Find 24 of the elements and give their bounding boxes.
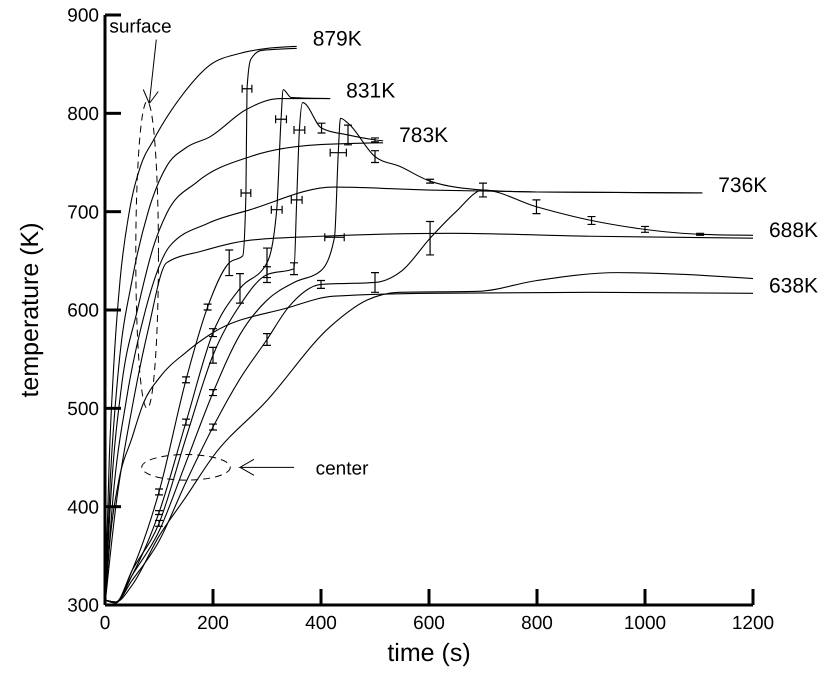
y-tick-label: 700 xyxy=(67,202,99,224)
y-tick-label: 400 xyxy=(67,497,99,518)
x-tick-label: 800 xyxy=(521,613,553,634)
x-axis-title: time (s) xyxy=(387,639,471,667)
series-label: 736K xyxy=(718,174,768,197)
series-label: 688K xyxy=(769,219,818,242)
x-tick-label: 1200 xyxy=(732,613,774,634)
y-tick-label: 800 xyxy=(67,104,99,125)
annotation: center xyxy=(316,458,370,480)
series-label: 638K xyxy=(769,274,818,298)
series-label: 783K xyxy=(399,124,448,147)
x-tick-label: 400 xyxy=(305,613,337,634)
y-tick-label: 900 xyxy=(67,6,99,27)
x-tick-label: 600 xyxy=(413,613,445,634)
series-label: 879K xyxy=(312,27,362,50)
series-label: 831K xyxy=(346,80,396,103)
y-tick-label: 600 xyxy=(67,300,99,322)
y-tick-label: 300 xyxy=(67,596,99,617)
annotation: surface xyxy=(109,16,172,38)
x-tick-label: 200 xyxy=(197,613,229,634)
y-axis-title: temperature (K) xyxy=(16,222,44,398)
x-tick-label: 1000 xyxy=(624,613,666,634)
x-tick-label: 0 xyxy=(100,613,110,634)
y-tick-label: 500 xyxy=(67,398,99,420)
